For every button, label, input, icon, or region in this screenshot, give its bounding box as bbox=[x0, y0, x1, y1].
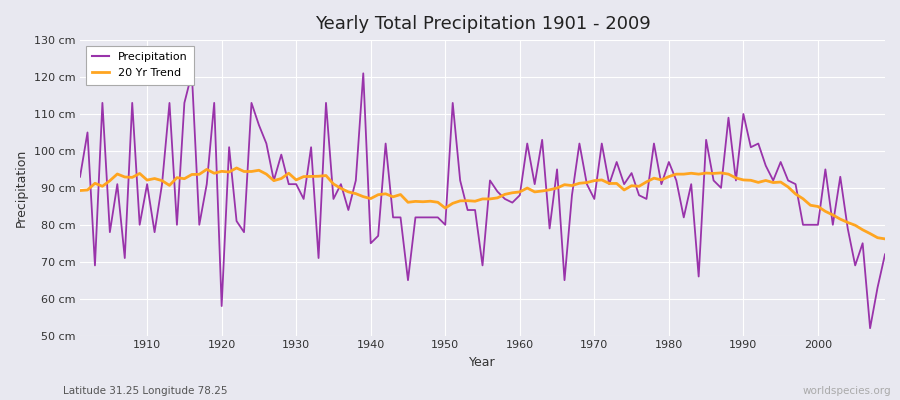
20 Yr Trend bbox=[306, 174, 317, 179]
Legend: Precipitation, 20 Yr Trend: Precipitation, 20 Yr Trend bbox=[86, 46, 194, 84]
Title: Yearly Total Precipitation 1901 - 2009: Yearly Total Precipitation 1901 - 2009 bbox=[315, 15, 651, 33]
Precipitation bbox=[515, 193, 526, 198]
Precipitation bbox=[522, 141, 533, 146]
20 Yr Trend bbox=[75, 188, 86, 193]
Precipitation bbox=[306, 145, 317, 150]
20 Yr Trend bbox=[350, 191, 361, 196]
X-axis label: Year: Year bbox=[469, 356, 496, 369]
20 Yr Trend bbox=[611, 181, 622, 186]
20 Yr Trend bbox=[231, 166, 242, 170]
Y-axis label: Precipitation: Precipitation bbox=[15, 149, 28, 227]
20 Yr Trend bbox=[134, 171, 145, 176]
20 Yr Trend bbox=[522, 186, 533, 190]
Precipitation bbox=[350, 178, 361, 183]
Precipitation bbox=[611, 160, 622, 164]
Line: 20 Yr Trend: 20 Yr Trend bbox=[80, 168, 885, 239]
Precipitation bbox=[186, 71, 197, 76]
Line: Precipitation: Precipitation bbox=[80, 73, 885, 328]
Precipitation bbox=[134, 222, 145, 227]
Text: worldspecies.org: worldspecies.org bbox=[803, 386, 891, 396]
20 Yr Trend bbox=[515, 190, 526, 194]
20 Yr Trend bbox=[879, 236, 890, 241]
Text: Latitude 31.25 Longitude 78.25: Latitude 31.25 Longitude 78.25 bbox=[63, 386, 228, 396]
Precipitation bbox=[865, 326, 876, 330]
Precipitation bbox=[879, 252, 890, 257]
Precipitation bbox=[75, 174, 86, 179]
